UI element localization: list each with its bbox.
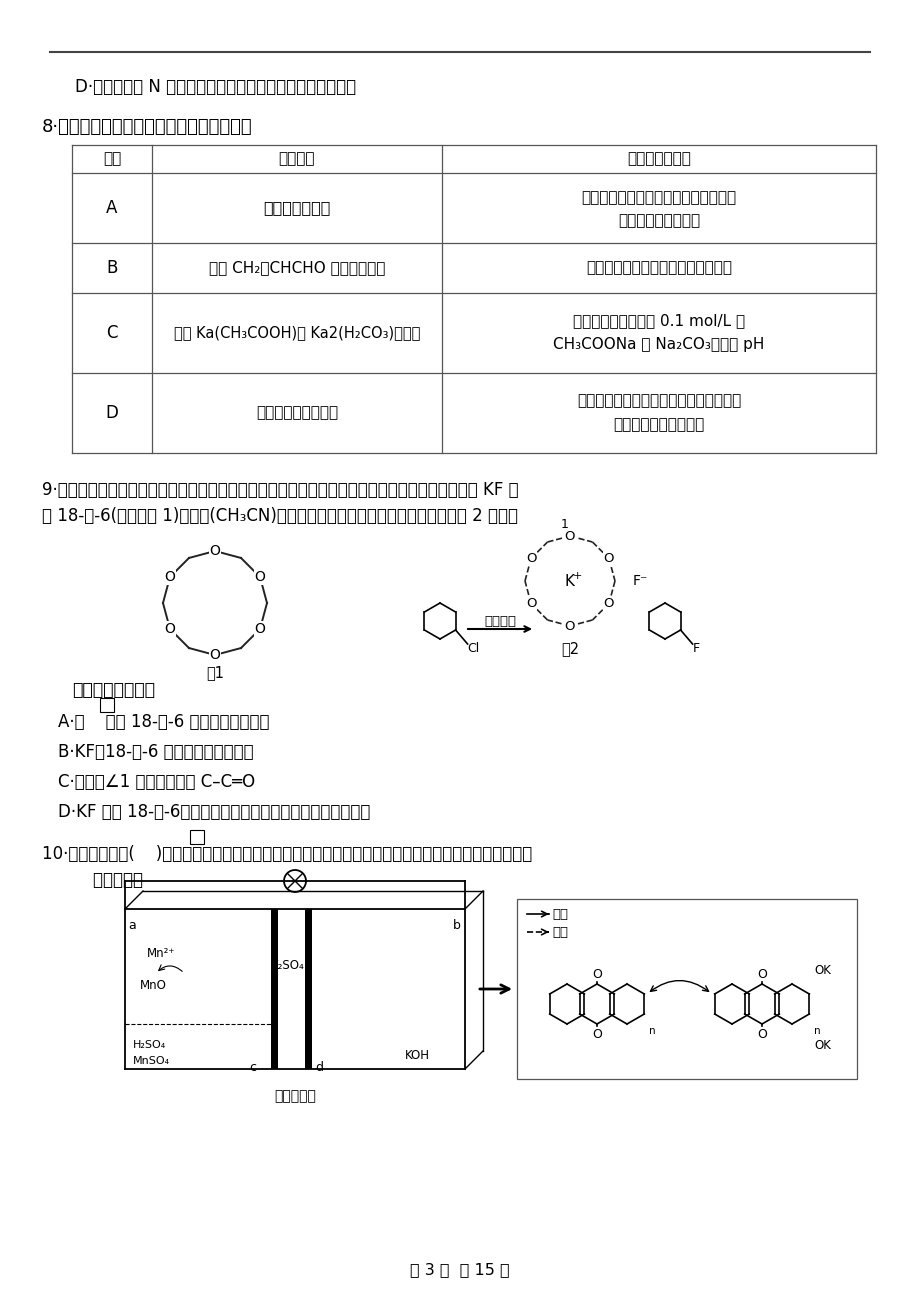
Text: MnO: MnO: [140, 979, 166, 992]
Text: a: a: [128, 919, 136, 932]
Text: 放电: 放电: [551, 907, 567, 921]
Bar: [190, 829, 204, 844]
Text: K: K: [564, 573, 574, 589]
Text: O: O: [165, 622, 176, 635]
Text: H₂SO₄: H₂SO₄: [133, 1040, 166, 1051]
Text: O: O: [210, 544, 221, 559]
Text: O: O: [525, 552, 536, 565]
Text: D: D: [106, 404, 119, 422]
Text: 法错误的是: 法错误的是: [72, 871, 142, 889]
Text: MnSO₄: MnSO₄: [133, 1056, 170, 1066]
Bar: [305, 909, 312, 1069]
Text: 实验目的: 实验目的: [278, 151, 315, 167]
Text: O: O: [210, 648, 221, 661]
Text: n: n: [648, 1026, 655, 1036]
Text: F: F: [692, 642, 699, 655]
Text: D·反应结束将 N 中混合物过滤、洗洤、干燥得草酸亚铁晶体: D·反应结束将 N 中混合物过滤、洗洤、干燥得草酸亚铁晶体: [75, 78, 356, 96]
Text: 将红热的炭加入到适量的浓硫酸中，观察: 将红热的炭加入到适量的浓硫酸中，观察: [576, 393, 741, 409]
Text: c: c: [249, 1061, 255, 1074]
Text: 入 18-冠-6(结构如图 1)的乙腼(CH₃CN)溶液中可轻松实现氟的取代，反应过程如图 2 所示：: 入 18-冠-6(结构如图 1)的乙腼(CH₃CN)溶液中可轻松实现氟的取代，反…: [42, 506, 517, 525]
Text: O: O: [525, 598, 536, 611]
Text: O: O: [756, 967, 766, 980]
Text: 取样，加入适量渴水后观察是否袒色: 取样，加入适量渴水后观察是否袒色: [585, 260, 732, 276]
Text: O: O: [603, 552, 614, 565]
Text: O: O: [165, 570, 176, 585]
Text: CH₃COONa 和 Na₂CO₃溶液的 pH: CH₃COONa 和 Na₂CO₃溶液的 pH: [552, 337, 764, 353]
Text: 是否有红棕色气体产生: 是否有红棕色气体产生: [613, 418, 704, 432]
Text: D·KF 溶于 18-冠-6，增大与卤代烃的接触面积，反应速率加快: D·KF 溶于 18-冠-6，增大与卤代烃的接触面积，反应速率加快: [58, 803, 370, 822]
Text: 图2: 图2: [561, 641, 578, 656]
Text: F⁻: F⁻: [632, 574, 648, 589]
Text: C·键角：∠1 小于丙酮中的 C–C═O: C·键角：∠1 小于丙酮中的 C–C═O: [58, 773, 255, 792]
Text: 8·下列实验方法或操作能达到实验目的的是: 8·下列实验方法或操作能达到实验目的的是: [42, 118, 253, 135]
Text: 锰粉末的硬质玻璃管: 锰粉末的硬质玻璃管: [618, 214, 699, 228]
Text: Mn²⁺: Mn²⁺: [147, 947, 176, 960]
Text: O: O: [255, 570, 266, 585]
Text: 常温下，测浓度均为 0.1 mol/L 的: 常温下，测浓度均为 0.1 mol/L 的: [573, 314, 744, 328]
Text: 9·某些含氟有机化合物具有特异的生物活性和生物体适应性，疗效比一般药物强好几倍。实验室将 KF 溶: 9·某些含氟有机化合物具有特异的生物活性和生物体适应性，疗效比一般药物强好几倍。…: [42, 480, 518, 499]
Text: O: O: [603, 598, 614, 611]
Bar: [271, 909, 278, 1069]
Text: O: O: [564, 620, 574, 633]
Text: 验证炭与浓硫酸反应: 验证炭与浓硫酸反应: [255, 405, 337, 421]
Text: B·KF、18-冠-6 和乙腼均为极性分子: B·KF、18-冠-6 和乙腼均为极性分子: [58, 743, 254, 760]
Text: 第 3 页  共 15 页: 第 3 页 共 15 页: [410, 1262, 509, 1277]
Text: 选项: 选项: [103, 151, 121, 167]
Text: KOH: KOH: [404, 1049, 429, 1062]
Text: O: O: [564, 530, 574, 543]
Text: O: O: [592, 967, 601, 980]
Text: 乙腈溶液: 乙腈溶液: [483, 615, 516, 628]
Text: OK: OK: [813, 963, 830, 976]
Text: C: C: [106, 324, 118, 342]
Text: Cl: Cl: [467, 642, 480, 655]
Text: 干燥湿润的氪气: 干燥湿润的氪气: [263, 201, 330, 216]
Text: B: B: [107, 259, 118, 277]
Text: n: n: [813, 1026, 820, 1036]
Text: d: d: [315, 1061, 323, 1074]
Bar: [516, 898, 857, 1079]
Text: O: O: [756, 1027, 766, 1040]
Text: 将混合气体按一定流速通过盛放有硫酸: 将混合气体按一定流速通过盛放有硫酸: [581, 190, 736, 206]
Text: 比较 Ka(CH₃COOH)与 Ka2(H₂CO₃)的大小: 比较 Ka(CH₃COOH)与 Ka2(H₂CO₃)的大小: [174, 326, 420, 341]
Text: 实验方法或操作: 实验方法或操作: [627, 151, 690, 167]
Text: b: b: [452, 919, 460, 932]
Text: O: O: [592, 1027, 601, 1040]
Text: OK: OK: [813, 1039, 830, 1052]
Text: A: A: [107, 199, 118, 217]
Text: O: O: [255, 622, 266, 635]
Text: 充电: 充电: [551, 926, 567, 939]
Text: 检验 CH₂＝CHCHO 中的碳碳双键: 检验 CH₂＝CHCHO 中的碳碳双键: [209, 260, 385, 276]
Text: 下列说法错误的是: 下列说法错误的是: [72, 681, 154, 699]
Bar: [100, 698, 114, 712]
Text: 图1: 图1: [206, 665, 223, 680]
Text: A·用    代替 18-冠-6 不能起到相应效果: A·用 代替 18-冠-6 不能起到相应效果: [58, 713, 269, 730]
Text: K₂SO₄: K₂SO₄: [271, 960, 305, 973]
Text: 10·一种新型醜类(    )酸碱混合电池具有高能量密度和优异的循环稳定性，该电池工作示意图如下。下列说: 10·一种新型醜类( )酸碱混合电池具有高能量密度和优异的循环稳定性，该电池工作…: [42, 845, 532, 863]
Text: +: +: [572, 572, 581, 581]
Text: 1: 1: [561, 517, 568, 530]
Text: 离子交换膜: 离子交换膜: [274, 1088, 315, 1103]
